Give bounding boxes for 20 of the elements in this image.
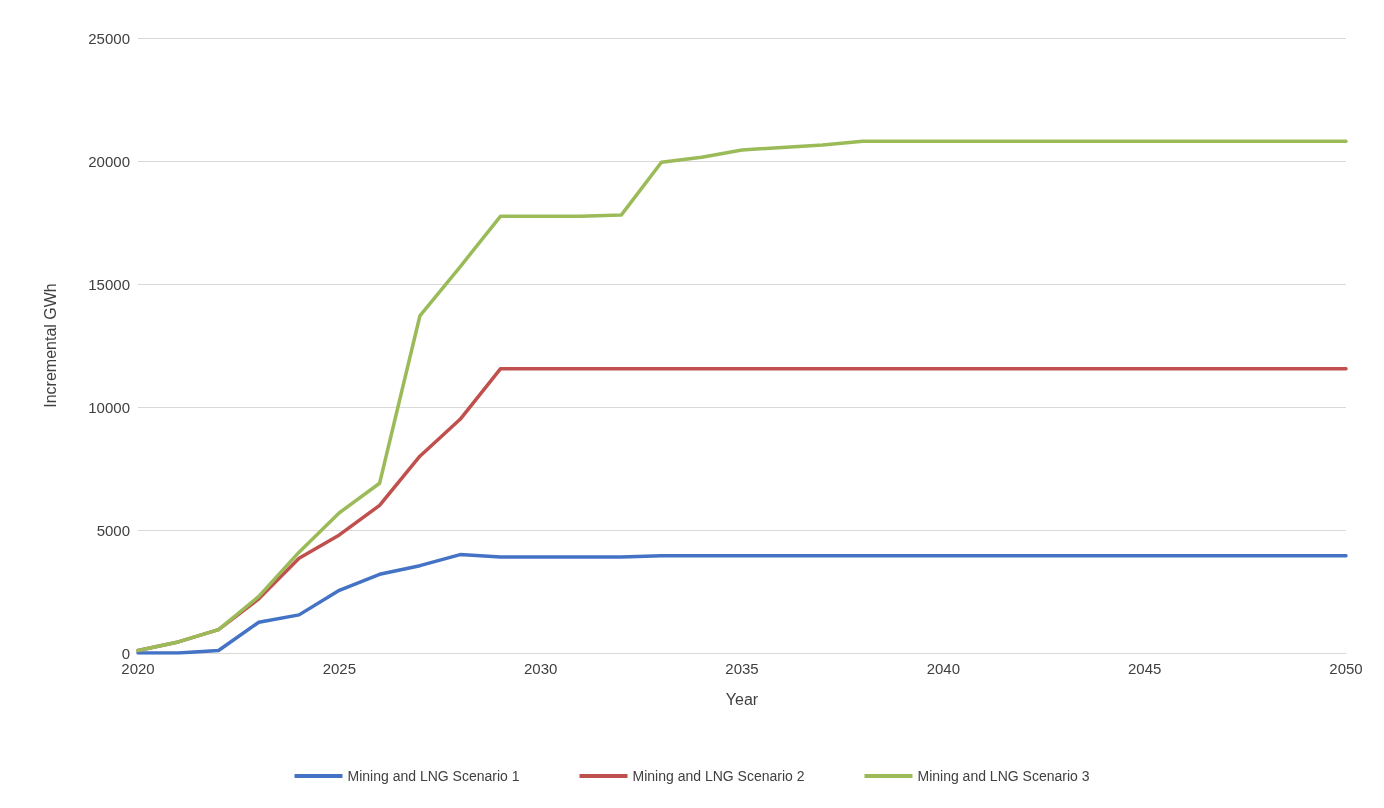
x-tick-label: 2030 [523,660,558,677]
y-tick-label: 0 [121,644,130,662]
legend-label: Mining and LNG Scenario 2 [632,768,805,784]
x-tick-label: 2040 [926,660,961,677]
x-tick-label: 2035 [725,660,759,677]
y-tick-label: 15000 [88,275,130,293]
y-tick-label: 5000 [96,521,130,539]
x-tick-label: 2020 [121,660,155,677]
line-series [136,139,1348,653]
x-axis-title: Year [725,690,759,708]
x-tick-label: 2025 [322,660,357,677]
line-series [136,552,1348,655]
y-tick-label: 25000 [88,29,130,47]
legend-label: Mining and LNG Scenario 1 [347,768,520,784]
legend-label: Mining and LNG Scenario 3 [917,768,1090,784]
y-tick-label: 10000 [88,398,130,416]
y-axis-title: Incremental GWh [41,283,59,408]
x-tick-label: 2050 [1329,660,1363,677]
y-tick-label: 20000 [88,152,130,170]
x-tick-label: 2045 [1127,660,1162,677]
